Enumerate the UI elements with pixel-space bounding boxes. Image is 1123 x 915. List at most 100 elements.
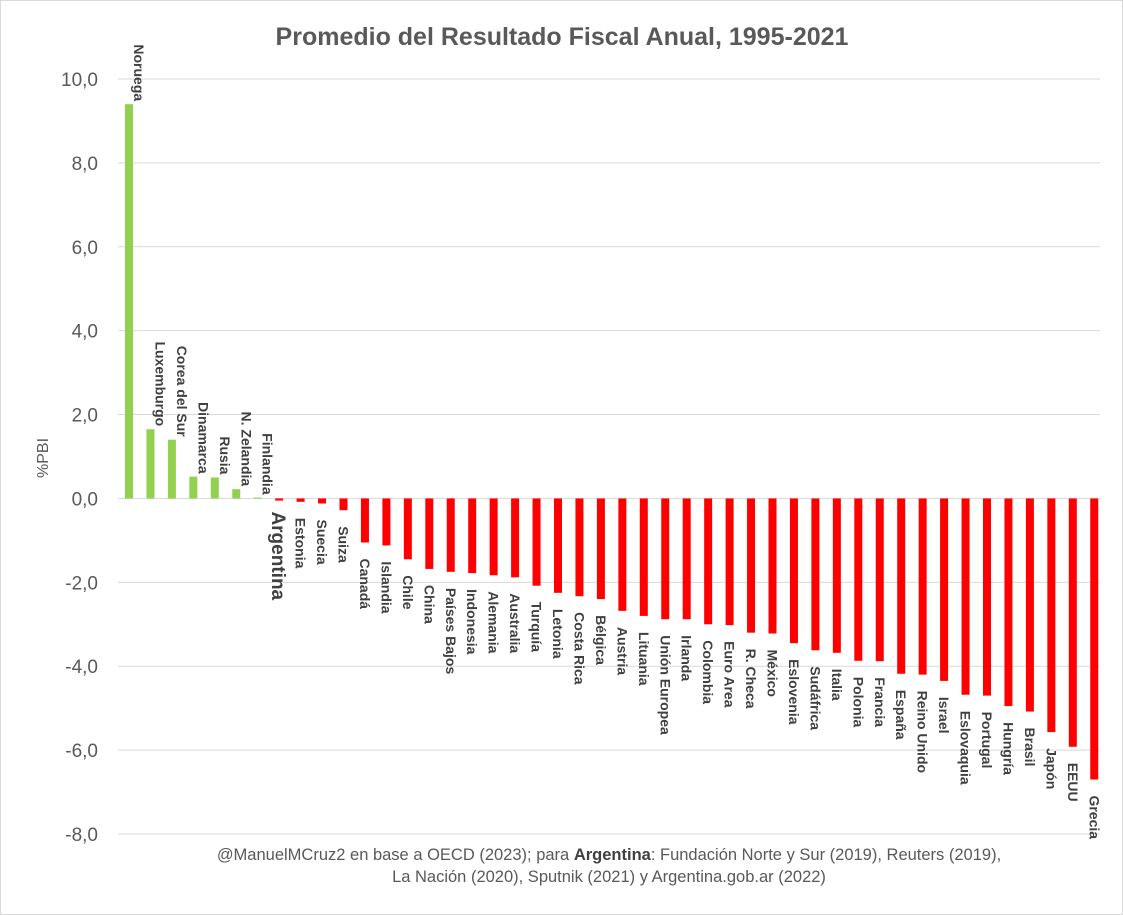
category-label: China: [421, 585, 437, 624]
category-label: Suecia: [314, 519, 330, 564]
category-label: Eslovenia: [786, 659, 802, 725]
category-label: Brasil: [1022, 728, 1038, 767]
category-label: Indonesia: [464, 589, 480, 655]
y-axis-label: %PBI: [35, 438, 52, 478]
y-tick-label: -4,0: [65, 657, 98, 678]
category-label: Rusia: [217, 436, 233, 474]
bar-colombia: [704, 498, 713, 625]
category-label: Costa Rica: [571, 612, 587, 685]
bar-luxemburgo: [146, 429, 155, 499]
source-line-1: @ManuelMCruz2 en base a OECD (2023); par…: [217, 846, 1001, 864]
bars: [125, 104, 1099, 780]
bar-indonesia: [468, 498, 477, 574]
y-tick-label: -8,0: [65, 825, 98, 846]
category-label: Turquía: [529, 602, 545, 653]
bar-portugal: [983, 498, 991, 696]
y-tick-label: 2,0: [72, 406, 98, 427]
y-tick-label: 0,0: [72, 489, 98, 510]
source-text-a: @ManuelMCruz2 en base a OECD (2023); par…: [217, 846, 574, 864]
bar-eeuu: [1068, 498, 1077, 747]
bar-hungría: [1004, 498, 1013, 707]
y-axis-ticks: 10,0 8,0 6,0 4,0 2,0 0,0 -2,0 -4,0 -6,0 -8,0: [61, 70, 98, 846]
bar-r-checa: [747, 498, 756, 633]
bar-canadá: [360, 498, 369, 543]
bar-brasil: [1025, 498, 1034, 712]
bar-bélgica: [596, 498, 605, 600]
y-tick-label: 10,0: [61, 70, 98, 91]
category-label: Alemania: [486, 591, 502, 653]
bar-euro-area: [725, 498, 734, 626]
category-label: Unión Europea: [657, 635, 673, 735]
bar-francia: [875, 498, 884, 662]
category-label: Luxemburgo: [152, 341, 168, 426]
category-label: Israel: [936, 697, 952, 734]
bar-costa-rica: [575, 498, 584, 597]
category-label: EEUU: [1065, 763, 1081, 802]
category-label: Euro Area: [722, 641, 738, 708]
category-label: Letonia: [550, 609, 566, 659]
bar-españa: [897, 498, 906, 674]
chart-title: Promedio del Resultado Fiscal Anual, 199…: [276, 23, 849, 51]
bar-irlanda: [682, 498, 691, 620]
bar-japón: [1047, 498, 1056, 733]
source-text-bold: Argentina: [574, 846, 652, 864]
bar-reino-unido: [918, 498, 927, 675]
bar-chile: [403, 498, 412, 560]
bar-finlandia: [253, 497, 262, 499]
bar-estonia: [296, 498, 305, 502]
bar-grecia: [1090, 498, 1099, 780]
y-tick-label: 6,0: [72, 238, 98, 259]
bar-méxico: [768, 498, 777, 634]
bar-eslovaquia: [961, 498, 970, 695]
category-label: Suiza: [336, 526, 352, 563]
bar-rusia: [210, 477, 219, 499]
category-label: Japón: [1043, 748, 1059, 789]
bar-sudáfrica: [811, 498, 820, 651]
bar-dinamarca: [189, 476, 198, 499]
category-label: Lituania: [636, 632, 652, 686]
category-label: N. Zelandia: [238, 412, 254, 487]
category-label: Finlandia: [260, 433, 276, 495]
y-tick-label: -2,0: [65, 573, 98, 594]
category-label: Corea del Sur: [174, 346, 190, 438]
category-label: Dinamarca: [195, 402, 211, 474]
bar-suiza: [339, 498, 348, 511]
bar-lituania: [639, 498, 648, 616]
bar-corea-del-sur: [167, 439, 176, 499]
category-label: Argentina: [267, 511, 288, 600]
category-label: Australia: [507, 593, 523, 653]
bar-islandia: [382, 498, 391, 546]
bar-n-zelandia: [232, 489, 241, 499]
category-label: Reino Unido: [915, 691, 931, 773]
bar-italia: [832, 498, 841, 653]
y-tick-label: 8,0: [72, 154, 98, 175]
category-label: Colombia: [700, 640, 716, 704]
source-text-b: : Fundación Norte y Sur (2019), Reuters …: [651, 846, 1001, 864]
category-label: Estonia: [293, 518, 309, 569]
bar-países-bajos: [446, 498, 455, 572]
category-label: R. Checa: [743, 649, 759, 709]
category-label: Hungría: [1000, 722, 1016, 775]
category-labels: Noruega Luxemburgo Corea del Sur Dinamarca R…: [131, 44, 1102, 839]
bar-noruega: [125, 104, 133, 499]
category-label: Grecia: [1086, 795, 1102, 839]
y-tick-label: 4,0: [72, 322, 98, 343]
bar-unión-europea: [661, 498, 670, 620]
category-label: Austria: [614, 627, 630, 675]
bar-israel: [940, 498, 949, 681]
source-line-2: La Nación (2020), Sputnik (2021) y Argen…: [392, 868, 826, 886]
gridlines: [118, 78, 1100, 835]
category-label: Eslovaquia: [958, 711, 974, 785]
category-label: Noruega: [131, 44, 147, 101]
bar-suecia: [318, 498, 327, 504]
bar-alemania: [489, 498, 498, 576]
category-label: Irlanda: [679, 635, 695, 681]
bar-argentina: [275, 498, 284, 501]
bar-eslovenia: [789, 498, 798, 644]
category-label: Canadá: [357, 558, 373, 609]
bar-austria: [618, 498, 627, 611]
category-label: Sudáfrica: [807, 666, 823, 730]
bar-china: [425, 498, 434, 569]
